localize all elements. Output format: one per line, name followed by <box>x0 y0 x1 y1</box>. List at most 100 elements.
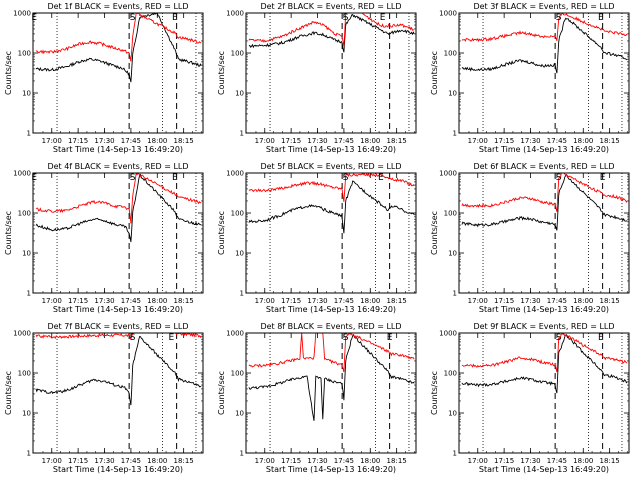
x-axis-label: Start Time (14-Sep-13 16:49:20) <box>479 465 609 474</box>
detector-panel: Det 4f BLACK = Events, RED = LLD 1 10 100 10… <box>0 160 213 320</box>
y-tick-label: 100 <box>444 370 457 378</box>
y-axis-label: Counts/sec <box>4 211 13 255</box>
plot-frame <box>458 172 630 294</box>
y-tick-label: 1000 <box>226 10 244 18</box>
x-tick-label: 17:45 <box>334 457 354 465</box>
y-axis-label: Counts/sec <box>217 211 226 255</box>
event-marker-label: E <box>600 173 606 183</box>
y-tick-label: 1000 <box>13 10 31 18</box>
y-tick-label: 10 <box>235 90 244 98</box>
event-marker-label: S <box>556 333 562 343</box>
y-tick-label: 1 <box>240 290 244 298</box>
y-tick-label: 1000 <box>439 330 457 338</box>
x-tick-label: 18:00 <box>147 457 167 465</box>
x-tick-label: 17:30 <box>520 137 540 145</box>
x-tick-label: 17:15 <box>68 297 88 305</box>
y-tick-label: 100 <box>231 370 244 378</box>
y-tick-label: 1000 <box>13 170 31 178</box>
x-tick-label: 17:30 <box>94 297 114 305</box>
y-tick-label: 100 <box>18 210 31 218</box>
x-tick-label: 17:30 <box>307 137 327 145</box>
x-axis-label: Start Time (14-Sep-13 16:49:20) <box>479 305 609 314</box>
x-tick-label: 18:15 <box>600 137 620 145</box>
x-tick-label: 18:00 <box>360 457 380 465</box>
event-marker-label: E <box>378 173 384 183</box>
y-tick-label: 10 <box>448 90 457 98</box>
event-marker-label: S <box>343 13 349 23</box>
x-tick-label: 17:30 <box>307 297 327 305</box>
series-line-lld <box>461 173 628 212</box>
x-tick-label: 17:30 <box>520 297 540 305</box>
detector-panel: Det 2f BLACK = Events, RED = LLD 1 10 100 10… <box>213 0 426 160</box>
x-axis-label: Start Time (14-Sep-13 16:49:20) <box>479 145 609 154</box>
event-marker-label: E <box>598 333 604 343</box>
x-tick-label: 17:00 <box>42 457 62 465</box>
x-axis-label: Start Time (14-Sep-13 16:49:20) <box>266 305 396 314</box>
y-tick-label: 10 <box>22 90 31 98</box>
detector-panel: Det 5f BLACK = Events, RED = LLD 1 10 100 10… <box>213 160 426 320</box>
x-tick-label: 17:30 <box>520 457 540 465</box>
y-tick-label: 100 <box>18 50 31 58</box>
detector-panel: Det 8f BLACK = Events, RED = LLD 1 10 100 10… <box>213 320 426 480</box>
detector-chart: Det 6f BLACK = Events, RED = LLD 1 10 100 10… <box>430 162 630 314</box>
x-tick-label: 18:00 <box>573 457 593 465</box>
x-axis-label: Start Time (14-Sep-13 16:49:20) <box>266 145 396 154</box>
series-line-events <box>461 17 628 74</box>
x-tick-label: 17:00 <box>468 137 488 145</box>
detector-chart: Det 7f BLACK = Events, RED = LLD 1 10 100 10… <box>4 322 204 474</box>
x-axis-label: Start Time (14-Sep-13 16:49:20) <box>53 465 183 474</box>
x-tick-label: 18:15 <box>174 137 194 145</box>
x-tick-label: 17:45 <box>334 297 354 305</box>
x-axis-label: Start Time (14-Sep-13 16:49:20) <box>53 305 183 314</box>
event-marker-label: E <box>31 13 37 23</box>
x-tick-label: 17:15 <box>494 137 514 145</box>
y-tick-label: 100 <box>231 210 244 218</box>
chart-title: Det 2f BLACK = Events, RED = LLD <box>260 2 401 11</box>
series-line-events <box>248 14 415 53</box>
y-tick-label: 10 <box>448 410 457 418</box>
y-axis-label: Counts/sec <box>217 371 226 415</box>
y-tick-label: 1000 <box>439 170 457 178</box>
series-line-events <box>248 180 415 234</box>
x-tick-label: 17:00 <box>468 297 488 305</box>
series-line-lld <box>461 333 628 373</box>
x-axis-label: Start Time (14-Sep-13 16:49:20) <box>266 465 396 474</box>
x-tick-label: 18:00 <box>147 297 167 305</box>
chart-title: Det 3f BLACK = Events, RED = LLD <box>473 2 614 11</box>
x-tick-label: 18:15 <box>387 457 407 465</box>
plot-frame <box>245 332 417 454</box>
x-tick-label: 18:00 <box>573 137 593 145</box>
y-axis-label: Counts/sec <box>430 211 439 255</box>
series-line-lld <box>35 173 202 224</box>
plot-frame <box>245 12 417 134</box>
x-tick-label: 18:15 <box>174 297 194 305</box>
y-tick-label: 100 <box>18 370 31 378</box>
detector-panel: Det 7f BLACK = Events, RED = LLD 1 10 100 10… <box>0 320 213 480</box>
y-tick-label: 10 <box>22 410 31 418</box>
y-tick-label: 100 <box>231 50 244 58</box>
chart-title: Det 8f BLACK = Events, RED = LLD <box>260 322 401 331</box>
detector-chart: Det 9f BLACK = Events, RED = LLD 1 10 100 10… <box>430 322 630 474</box>
x-tick-label: 17:00 <box>42 137 62 145</box>
x-tick-label: 17:15 <box>281 457 301 465</box>
detector-panel: Det 6f BLACK = Events, RED = LLD 1 10 100 10… <box>426 160 639 320</box>
x-tick-label: 17:00 <box>255 137 275 145</box>
y-tick-label: 1 <box>240 130 244 138</box>
y-tick-label: 1 <box>27 450 31 458</box>
x-tick-label: 17:00 <box>42 297 62 305</box>
detector-panel: Det 9f BLACK = Events, RED = LLD 1 10 100 10… <box>426 320 639 480</box>
event-marker-label: E <box>598 13 604 23</box>
detector-chart: Det 8f BLACK = Events, RED = LLD 1 10 100 10… <box>217 322 417 474</box>
event-marker-label: E <box>172 173 178 183</box>
detector-chart: Det 2f BLACK = Events, RED = LLD 1 10 100 10… <box>217 2 417 154</box>
x-tick-label: 17:45 <box>334 137 354 145</box>
series-line-events <box>461 334 628 394</box>
event-marker-label: E <box>380 13 386 23</box>
series-line-lld <box>248 173 415 202</box>
x-tick-label: 18:00 <box>360 137 380 145</box>
x-tick-label: 17:45 <box>121 457 141 465</box>
y-axis-label: Counts/sec <box>430 51 439 95</box>
x-tick-label: 17:15 <box>281 297 301 305</box>
plot-frame <box>32 332 204 454</box>
detector-panel: Det 1f BLACK = Events, RED = LLD 1 10 100 10… <box>0 0 213 160</box>
